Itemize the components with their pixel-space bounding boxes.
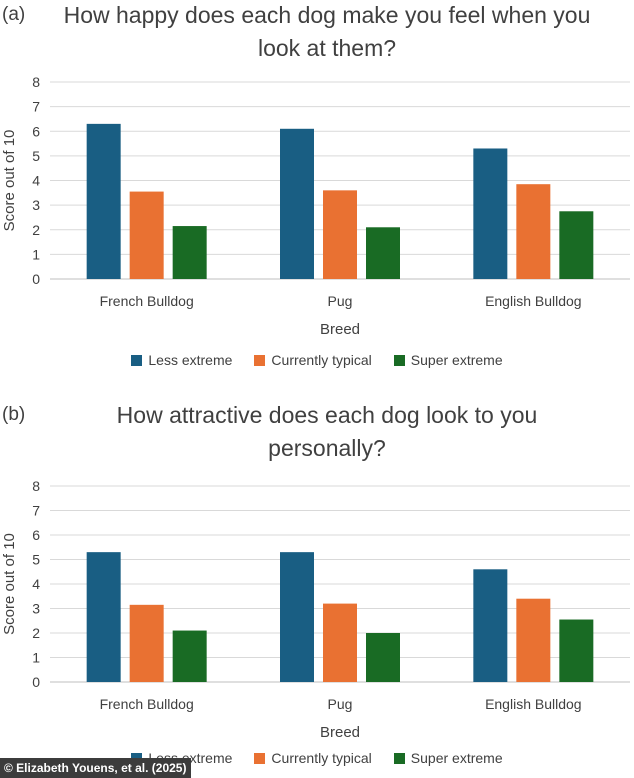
bar-english-bulldog-super-extreme [559, 619, 594, 682]
chart-a-plot: 0 1 2 3 4 5 6 7 8 French Bulldog Pug English Bulldo… [1, 74, 630, 338]
y-tick-label: 0 [32, 674, 40, 690]
y-tick-label: 4 [32, 576, 40, 592]
legend-item: Super extreme [393, 750, 503, 766]
bar-english-bulldog-less-extreme [473, 569, 508, 682]
x-category-label: English Bulldog [485, 293, 582, 309]
chart-b-plot: 0 1 2 3 4 5 6 7 8 French Bulldog Pug English Bulldo… [1, 478, 630, 741]
bar-pug-currently-typical [323, 190, 357, 279]
legend-swatch-super-extreme [393, 752, 405, 764]
y-tick-label: 5 [32, 552, 40, 568]
legend-swatch-currently-typical [254, 354, 266, 366]
bar-french-bulldog-super-extreme [172, 226, 207, 279]
bar-english-bulldog-super-extreme [559, 211, 594, 279]
chart-title-a: How happy does each dog make you feel wh… [40, 0, 614, 65]
y-tick-label: 3 [32, 197, 40, 213]
y-tick-label: 7 [32, 99, 40, 115]
legend-label: Super extreme [410, 352, 503, 368]
legend-swatch-super-extreme [393, 354, 405, 366]
bar-pug-super-extreme [366, 227, 400, 279]
x-category-label: Pug [328, 696, 353, 712]
bar-english-bulldog-currently-typical [516, 598, 551, 682]
chart-title-a-line-2: look at them? [257, 35, 397, 61]
legend-label: Currently typical [271, 750, 372, 766]
legend-label: Currently typical [271, 352, 372, 368]
y-tick-label: 1 [32, 650, 40, 666]
y-tick-label: 8 [32, 478, 40, 494]
chart-panel-b: 0 1 2 3 4 5 6 7 8 French Bulldog Pug English Bulldo… [0, 400, 634, 778]
x-category-label: English Bulldog [485, 696, 582, 712]
x-axis-title: Breed [320, 724, 360, 741]
legend-item: Super extreme [393, 352, 503, 368]
y-tick-label: 3 [32, 601, 40, 617]
bar-french-bulldog-currently-typical [129, 604, 164, 682]
chart-panel-a: 0 1 2 3 4 5 6 7 8 French Bulldog Pug English Bulldo… [0, 0, 634, 385]
x-axis-title: Breed [320, 321, 360, 338]
bar-pug-super-extreme [366, 633, 400, 682]
x-category-label: French Bulldog [100, 696, 194, 712]
bar-pug-less-extreme [280, 128, 314, 279]
y-axis-title: Score out of 10 [1, 533, 18, 635]
legend-label: Super extreme [410, 750, 503, 766]
y-tick-label: 4 [32, 173, 40, 189]
bar-french-bulldog-super-extreme [172, 630, 207, 682]
chart-title-b-line-2: personally? [268, 435, 386, 461]
legend-swatch-currently-typical [254, 752, 266, 764]
x-category-label: Pug [328, 293, 353, 309]
y-tick-label: 0 [32, 271, 40, 287]
y-tick-label: 7 [32, 503, 40, 519]
bar-french-bulldog-less-extreme [86, 552, 121, 682]
x-category-label: French Bulldog [100, 293, 194, 309]
chart-title-b: How attractive does each dog look to you… [40, 399, 614, 465]
y-tick-label: 2 [32, 222, 40, 238]
y-tick-label: 2 [32, 625, 40, 641]
panel-label-b: (b) [2, 404, 26, 425]
y-tick-label: 8 [32, 74, 40, 90]
bar-pug-currently-typical [323, 603, 357, 682]
legend-a: Less extreme Currently typical Super ext… [0, 352, 634, 368]
bar-english-bulldog-less-extreme [473, 148, 508, 279]
legend-item: Less extreme [131, 352, 232, 368]
photo-credit: © Elizabeth Youens, et al. (2025) [0, 758, 192, 778]
bar-french-bulldog-currently-typical [129, 191, 164, 279]
chart-title-a-line-1: How happy does each dog make you feel wh… [63, 2, 591, 28]
bar-french-bulldog-less-extreme [86, 123, 121, 279]
legend-swatch-less-extreme [131, 354, 143, 366]
y-axis-title: Score out of 10 [1, 130, 18, 232]
chart-title-b-line-1: How attractive does each dog look to you [116, 402, 538, 428]
legend-item: Currently typical [254, 750, 372, 766]
bar-pug-less-extreme [280, 552, 314, 682]
y-tick-label: 5 [32, 148, 40, 164]
y-tick-label: 6 [32, 123, 40, 139]
bar-english-bulldog-currently-typical [516, 184, 551, 279]
y-tick-label: 1 [32, 246, 40, 262]
y-tick-label: 6 [32, 527, 40, 543]
panel-label-a: (a) [2, 4, 26, 25]
legend-item: Currently typical [254, 352, 372, 368]
legend-label: Less extreme [148, 352, 233, 368]
